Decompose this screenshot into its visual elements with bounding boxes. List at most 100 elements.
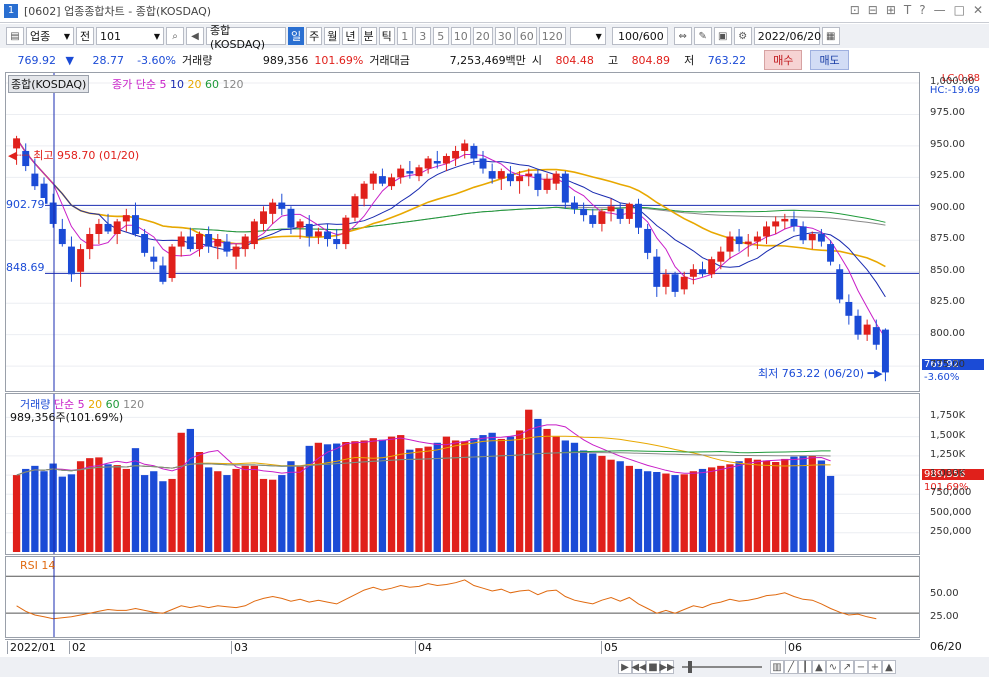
scroll-right-icon[interactable]: ▶ [618, 660, 632, 674]
number-dropdown[interactable]: ▼ [569, 27, 606, 45]
price-rate: -3.60% [137, 53, 176, 67]
pin-icon[interactable]: ⊞ [885, 3, 896, 17]
copy-icon[interactable]: ⊟ [867, 3, 878, 17]
tab-period-minute[interactable]: 분 [360, 27, 377, 45]
stop-icon[interactable]: ■ [646, 660, 660, 674]
volume-bar [333, 443, 341, 552]
volume-tick-label: 500,000 [930, 506, 972, 518]
volume-legend: 거래량 단순 5 20 60 120 [20, 396, 144, 412]
volume-bar [95, 457, 103, 552]
zoom-in-icon[interactable]: + [868, 660, 882, 674]
candle-body [753, 236, 761, 242]
volume-panel[interactable]: 거래량 단순 5 20 60 120 989,356주(101.69%) [5, 393, 920, 555]
fullscreen-icon[interactable]: ▲ [882, 660, 896, 674]
candle-body [378, 176, 386, 184]
volume-bar [634, 468, 643, 552]
price-chart[interactable] [6, 73, 919, 391]
candle-body [735, 236, 743, 245]
tab-number-1[interactable]: 1 [396, 27, 413, 45]
code-input[interactable]: 101 ▼ [96, 27, 164, 45]
candle-body [397, 168, 405, 178]
close-icon[interactable]: ✕ [972, 3, 983, 17]
tab-period-month[interactable]: 월 [324, 27, 341, 45]
speaker-icon[interactable]: ◀ [186, 27, 204, 45]
volume-bar [186, 428, 195, 552]
area-icon[interactable]: ▲ [812, 660, 826, 674]
candle-body [625, 203, 633, 219]
rsi-panel[interactable]: RSI 14 [5, 556, 920, 638]
volume-ma-120: 120 [123, 398, 145, 411]
window-number: 1 [4, 4, 18, 18]
candle-body [67, 246, 75, 275]
ma-title: 종가 단순 [112, 78, 156, 91]
tab-period-day[interactable]: 일 [288, 27, 305, 45]
index-tag: 종합(KOSDAQ) [8, 75, 90, 93]
volume-bar [653, 472, 661, 552]
candle-body [214, 239, 222, 247]
tab-period-year[interactable]: 년 [342, 27, 359, 45]
candle-body [223, 241, 231, 252]
line-chart-icon[interactable]: ╱ [784, 660, 798, 674]
minimize-icon[interactable]: — [933, 3, 946, 17]
fit-icon[interactable]: ⇔ [673, 27, 692, 45]
tab-number-60[interactable]: 60 [516, 27, 537, 45]
volume-bar [278, 475, 286, 552]
wave-icon[interactable]: ∿ [826, 660, 840, 674]
sell-button[interactable]: 매도 [810, 50, 849, 70]
tab-period-tick[interactable]: 틱 [378, 27, 395, 45]
settings-icon[interactable]: ⚙ [733, 27, 752, 45]
tab-number-5[interactable]: 5 [432, 27, 449, 45]
candle-body [689, 269, 697, 277]
scroll-prev-icon[interactable]: ◀◀ [631, 660, 647, 674]
volume-bar [470, 438, 478, 552]
search-icon[interactable]: ⌕ [166, 27, 184, 45]
x-tick-label: 03 [231, 641, 248, 654]
volume-bar [534, 418, 542, 552]
tab-number-10[interactable]: 10 [450, 27, 471, 45]
candle-body [415, 167, 423, 177]
tab-number-20[interactable]: 20 [472, 27, 493, 45]
type-button[interactable]: 전 [76, 27, 94, 45]
ma-10-label: 10 [169, 78, 184, 91]
x-axis-end-label: 06/20 [930, 640, 962, 653]
zoom-out-icon[interactable]: − [854, 660, 868, 674]
volume-ma-120-line [16, 451, 831, 476]
link-icon[interactable]: ⊡ [849, 3, 860, 17]
buy-button[interactable]: 매수 [764, 50, 803, 70]
tab-number-30[interactable]: 30 [494, 27, 515, 45]
trend-icon[interactable]: ↗ [840, 660, 854, 674]
help-icon[interactable]: ? [919, 3, 926, 17]
bar-chart-icon[interactable]: ▥ [770, 660, 784, 674]
tab-period-week[interactable]: 주 [306, 27, 323, 45]
tools-icon[interactable]: ✎ [693, 27, 712, 45]
candle-body [186, 236, 194, 250]
candle-body [699, 269, 706, 275]
menu-icon[interactable]: ▤ [6, 27, 24, 45]
date-field[interactable]: 2022/06/20 [753, 27, 821, 45]
amount-label: 거래대금 [369, 54, 410, 67]
volume-bar [781, 458, 789, 552]
tab-number-120[interactable]: 120 [538, 27, 566, 45]
zoom-slider[interactable] [682, 661, 762, 673]
volume-bar [12, 475, 21, 552]
volume-chart[interactable] [6, 394, 919, 554]
volume-bar [735, 461, 743, 552]
rsi-chart[interactable] [6, 557, 919, 637]
market-select[interactable]: 업종 ▼ [26, 27, 74, 45]
volume-bar [22, 468, 30, 552]
candle-body [726, 236, 734, 252]
calendar-icon[interactable]: ▦ [821, 27, 840, 45]
maximize-icon[interactable]: □ [953, 3, 965, 17]
candle-body [497, 171, 505, 179]
volume-bar [598, 455, 606, 552]
tab-number-3[interactable]: 3 [414, 27, 431, 45]
scroll-next-icon[interactable]: ▶▶ [659, 660, 675, 674]
candle-icon[interactable]: ┃ [798, 660, 812, 674]
zoom-slider-handle[interactable] [688, 661, 692, 673]
last-volume-rate: 101.69% [924, 482, 969, 493]
price-panel[interactable]: 종합(KOSDAQ) 종가 단순 5 10 20 60 120 ◀┈┈ 최고 9… [5, 72, 920, 392]
text-icon[interactable]: T [903, 3, 912, 17]
count-field[interactable]: 100/600 [611, 27, 668, 45]
price-change: 28.77 [92, 53, 125, 67]
save-icon[interactable]: ▣ [713, 27, 732, 45]
